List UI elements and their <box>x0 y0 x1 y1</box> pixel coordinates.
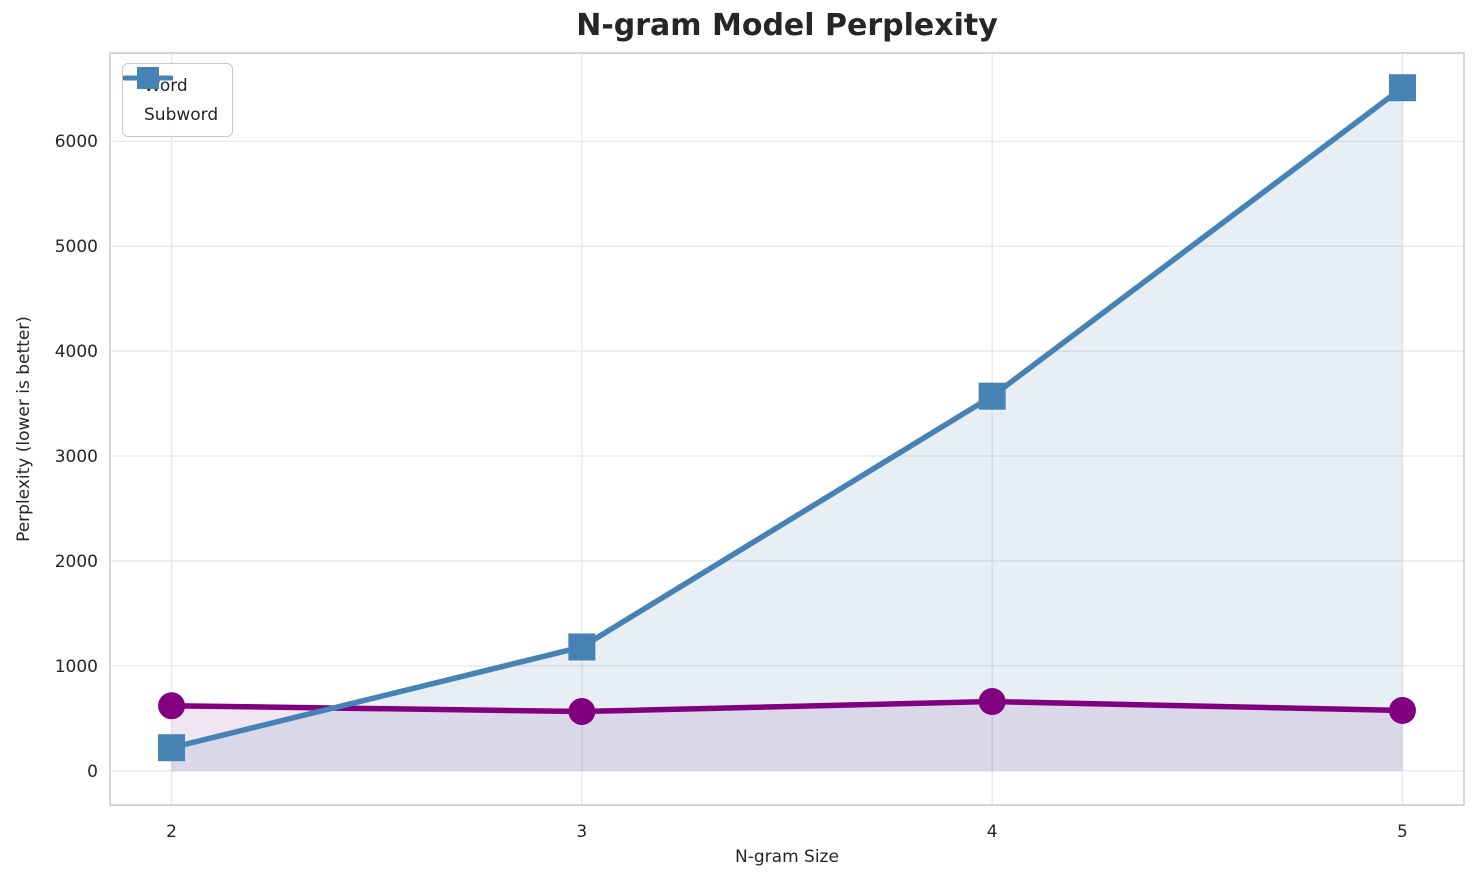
x-tick-label: 5 <box>1397 822 1408 842</box>
series-line-subword <box>168 84 1406 751</box>
series-line-word <box>168 698 1406 715</box>
legend-item-subword: Subword <box>123 67 219 129</box>
data-point-subword <box>158 734 186 762</box>
y-tick-label: 6000 <box>55 132 98 152</box>
y-axis-label: Perplexity (lower is better) <box>14 316 34 542</box>
data-point-word <box>568 698 596 726</box>
y-tick-label: 4000 <box>55 342 98 362</box>
subword-line-square-icon <box>123 67 173 89</box>
data-point-subword <box>978 382 1006 410</box>
legend-label-subword: Subword <box>144 104 219 125</box>
x-tick-label: 3 <box>576 822 587 842</box>
y-tick-label: 0 <box>87 762 98 782</box>
x-tick-label: 4 <box>987 822 998 842</box>
y-tick-label: 3000 <box>55 447 98 467</box>
legend: Word Subword <box>122 63 234 137</box>
data-point-word <box>1388 696 1416 724</box>
data-point-word <box>158 692 186 720</box>
plot-border <box>109 52 1465 806</box>
data-point-subword <box>568 633 596 661</box>
y-tick-label: 1000 <box>55 657 98 677</box>
data-point-subword <box>1388 74 1416 102</box>
x-axis-label: N-gram Size <box>735 847 839 867</box>
data-point-word <box>978 688 1006 716</box>
x-tick-label: 2 <box>166 822 177 842</box>
chart-title: N-gram Model Perplexity <box>576 8 998 43</box>
y-tick-label: 5000 <box>55 237 98 257</box>
y-tick-label: 2000 <box>55 552 98 572</box>
series-fill-word <box>171 701 1403 771</box>
series-fill-subword <box>171 87 1403 771</box>
